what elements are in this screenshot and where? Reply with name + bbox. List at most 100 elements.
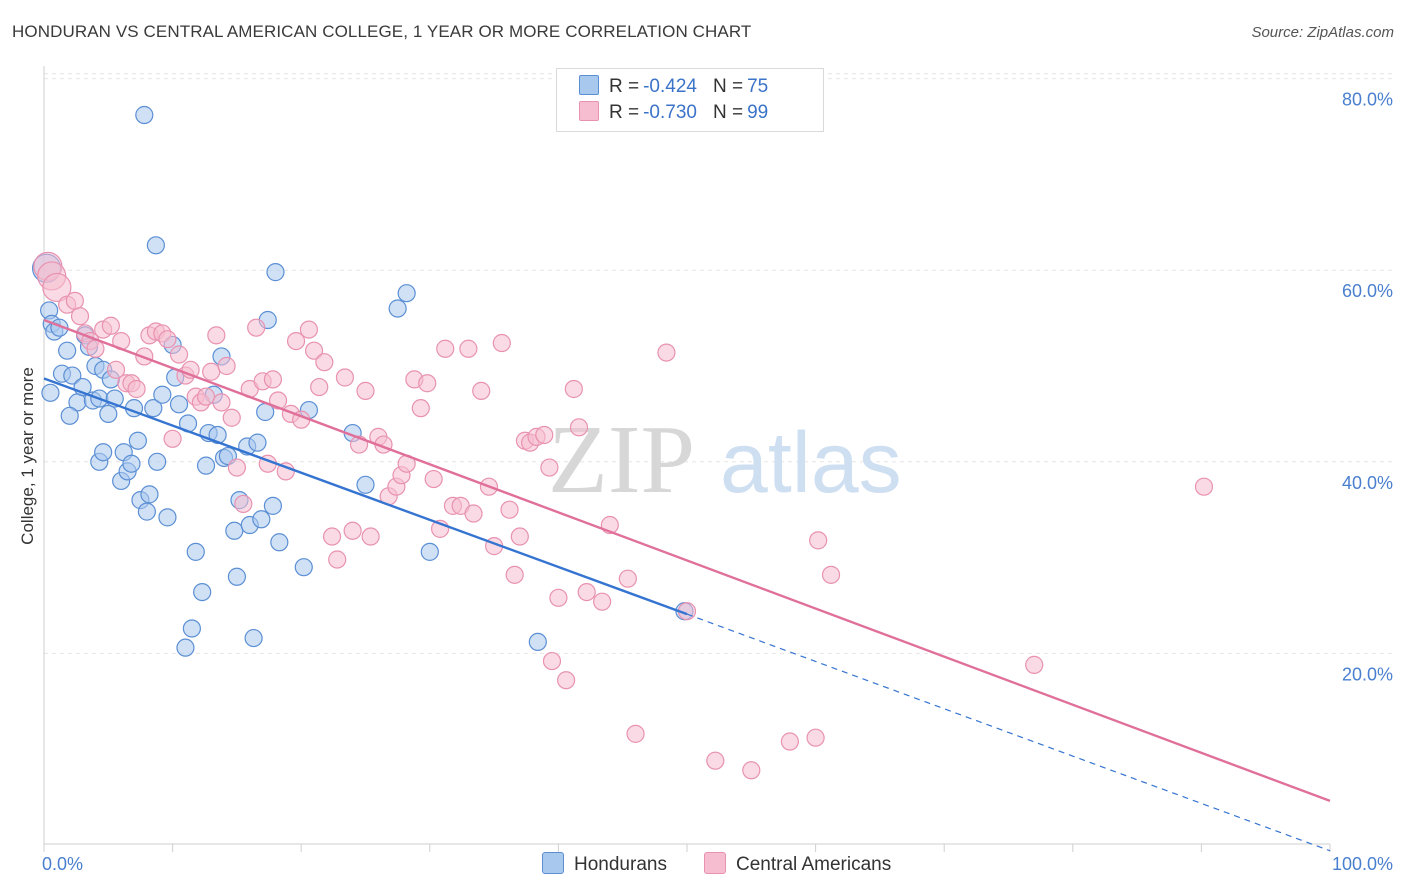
axes (43, 66, 1331, 852)
data-point (58, 341, 77, 360)
data-point (144, 399, 163, 418)
data-point (706, 751, 725, 770)
trend-lines (43, 318, 1331, 852)
data-point (244, 628, 263, 648)
data-point (222, 408, 241, 427)
watermark: ZIP atlas (548, 406, 902, 514)
x-tick-label-min: 0.0% (42, 854, 83, 874)
data-point (618, 569, 637, 588)
trend-line-central-americans (43, 318, 1331, 803)
data-point (780, 732, 799, 751)
data-point (542, 651, 562, 671)
data-point (263, 370, 283, 389)
data-point (99, 404, 118, 423)
data-point (234, 494, 253, 514)
data-point (492, 333, 511, 353)
data-point (207, 326, 226, 345)
legend-n-label: N = (712, 102, 744, 123)
data-point (212, 393, 231, 412)
data-point (153, 385, 172, 404)
data-point (464, 504, 483, 523)
data-point (593, 592, 612, 611)
data-point (742, 761, 761, 780)
legend-r-label: R = (609, 102, 640, 123)
data-point (361, 527, 380, 546)
data-point (41, 383, 60, 402)
data-point (657, 343, 676, 362)
data-point (65, 291, 84, 310)
bottom-legend-swatch-hondurans (542, 852, 564, 874)
bottom-legend-central-americans: Central Americans (704, 852, 891, 876)
data-point (564, 379, 583, 399)
data-point (577, 582, 596, 602)
data-point (42, 272, 72, 303)
bottom-legend-label-hondurans: Hondurans (574, 854, 667, 875)
data-point (459, 339, 478, 358)
y-tick-labels: 20.0% 40.0% 60.0% 80.0% (1342, 90, 1393, 685)
data-point (557, 671, 576, 690)
data-point (263, 496, 283, 515)
data-point (248, 433, 267, 452)
data-point (388, 299, 407, 318)
data-point (356, 475, 375, 494)
data-point (146, 236, 165, 255)
series-central-americans-points (33, 251, 1214, 780)
data-point (101, 316, 120, 335)
data-point (202, 362, 221, 381)
data-point (128, 431, 147, 450)
legend-r-value: -0.730 (643, 102, 697, 123)
data-point (127, 379, 146, 399)
data-point (809, 531, 828, 550)
data-point (397, 284, 416, 303)
legend-swatch-hondurans (579, 75, 599, 95)
data-point (424, 469, 443, 489)
data-point (163, 429, 182, 448)
data-point (196, 387, 216, 406)
data-point (310, 377, 329, 397)
data-point (169, 395, 189, 414)
trend-line-hondurans (43, 377, 688, 616)
data-point (821, 565, 841, 584)
legend-n-value: 99 (747, 102, 769, 123)
data-point (148, 452, 167, 471)
data-point (94, 443, 113, 462)
data-point (286, 331, 306, 351)
data-point (86, 339, 105, 358)
y-tick-label-40: 40.0% (1342, 473, 1393, 493)
data-point (328, 550, 347, 569)
data-point (106, 360, 126, 379)
data-point (549, 588, 568, 607)
data-point (182, 619, 201, 638)
data-point (420, 542, 439, 561)
legend-r-value: -0.424 (643, 76, 697, 97)
y-tick-label-60: 60.0% (1342, 281, 1393, 301)
watermark-zip: ZIP (548, 406, 695, 514)
data-point (140, 485, 159, 504)
data-point (225, 521, 244, 540)
watermark-atlas: atlas (720, 415, 902, 511)
data-point (806, 728, 825, 747)
data-point (540, 458, 559, 477)
data-point (510, 527, 529, 546)
data-point (196, 456, 216, 475)
data-point (356, 381, 375, 401)
legend-r-label: R = (609, 76, 640, 97)
data-point (135, 105, 154, 125)
data-point (418, 374, 437, 393)
data-point (294, 558, 313, 577)
data-point (270, 533, 289, 552)
x-tick-labels: 0.0% 100.0% (42, 854, 1393, 874)
y-tick-label-80: 80.0% (1342, 90, 1393, 110)
data-point (304, 341, 324, 360)
chart-title: HONDURAN VS CENTRAL AMERICAN COLLEGE, 1 … (12, 22, 752, 41)
data-point (343, 521, 362, 540)
data-point (505, 565, 524, 584)
data-point (169, 345, 189, 364)
y-axis-label: College, 1 year or more (18, 367, 37, 545)
x-tick-label-max: 100.0% (1332, 854, 1393, 874)
y-tick-label-20: 20.0% (1342, 664, 1393, 684)
data-point (315, 353, 334, 372)
data-point (528, 632, 547, 652)
data-point (227, 458, 246, 477)
